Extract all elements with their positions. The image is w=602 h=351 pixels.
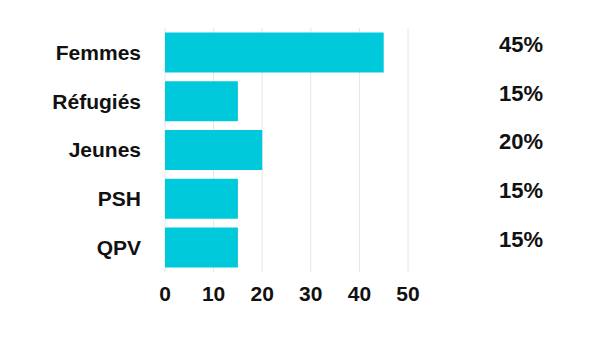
svg-text:QPV: QPV [97,236,141,259]
svg-text:45%: 45% [499,32,543,57]
svg-text:15%: 15% [499,178,543,203]
svg-text:15%: 15% [499,227,543,252]
svg-text:20: 20 [251,282,274,305]
svg-text:50: 50 [396,282,419,305]
svg-text:0: 0 [159,282,171,305]
svg-text:40: 40 [348,282,371,305]
svg-text:30: 30 [299,282,322,305]
svg-text:Jeunes: Jeunes [69,138,141,161]
svg-text:15%: 15% [499,81,543,106]
svg-text:10: 10 [202,282,225,305]
svg-text:Réfugiés: Réfugiés [52,90,141,113]
svg-text:PSH: PSH [98,187,141,210]
svg-text:20%: 20% [499,129,543,154]
svg-text:Femmes: Femmes [56,41,141,64]
